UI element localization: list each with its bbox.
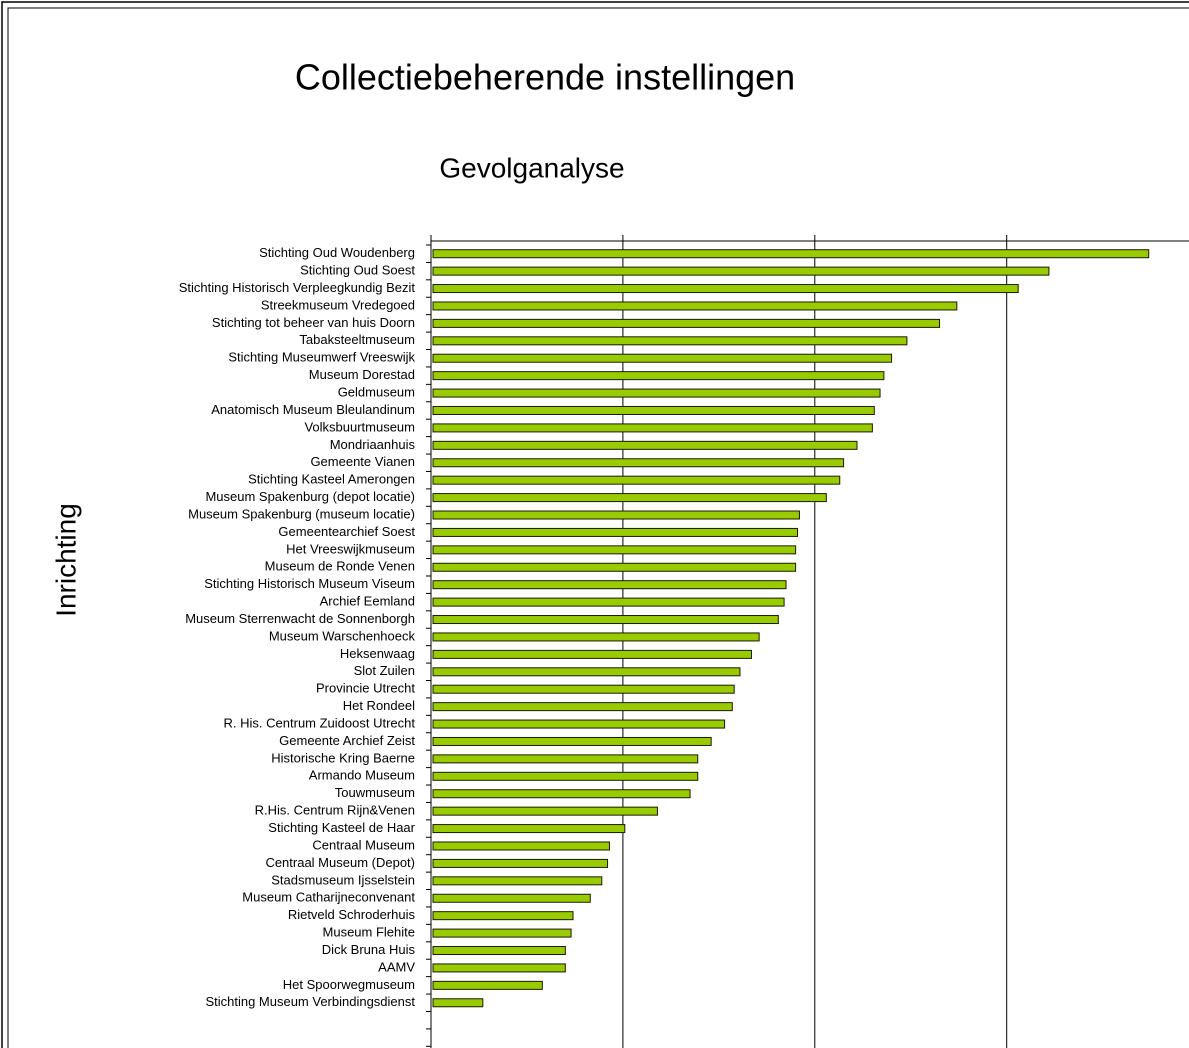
bar bbox=[432, 684, 735, 694]
y-tick-label: Museum Spakenburg (museum locatie) bbox=[188, 506, 415, 521]
y-tick-label: Touwmuseum bbox=[335, 785, 415, 800]
bar bbox=[432, 580, 787, 590]
y-tick-label: AAMV bbox=[378, 959, 415, 974]
bar bbox=[432, 510, 800, 520]
bar bbox=[432, 284, 1019, 294]
chart-title: Collectiebeherende instellingen bbox=[295, 57, 795, 98]
y-tick-label: Volksbuurtmuseum bbox=[304, 419, 415, 434]
y-tick-label: Mondriaanhuis bbox=[330, 437, 416, 452]
y-tick-label: R.His. Centrum Rijn&Venen bbox=[255, 803, 415, 818]
y-tick-label: Rietveld Schroderhuis bbox=[288, 907, 416, 922]
inner-frame bbox=[7, 7, 1189, 1048]
y-tick-label: Stichting Museum Verbindingsdienst bbox=[205, 994, 415, 1009]
bar bbox=[432, 911, 574, 921]
y-tick-label: Armando Museum bbox=[309, 768, 415, 783]
y-tick-label: Museum Spakenburg (depot locatie) bbox=[205, 489, 415, 504]
y-tick-label: Het Vreeswijkmuseum bbox=[286, 541, 415, 556]
bar bbox=[432, 615, 779, 625]
bar bbox=[432, 562, 797, 572]
bar bbox=[432, 998, 484, 1008]
bar bbox=[432, 858, 609, 868]
y-tick-label: Stichting Oud Woudenberg bbox=[259, 245, 415, 260]
bar bbox=[432, 946, 566, 956]
bar bbox=[432, 719, 726, 729]
bar bbox=[432, 318, 941, 328]
bar bbox=[432, 493, 827, 503]
bar bbox=[432, 266, 1050, 276]
bar bbox=[432, 980, 543, 990]
bar bbox=[432, 475, 841, 485]
y-tick-label: Museum Flehite bbox=[323, 925, 415, 940]
y-tick-label: Centraal Museum bbox=[312, 837, 415, 852]
bar bbox=[432, 545, 797, 555]
y-tick-label: Gemeente Vianen bbox=[310, 454, 415, 469]
y-tick-label: Het Rondeel bbox=[343, 698, 415, 713]
y-tick-label: Slot Zuilen bbox=[354, 663, 415, 678]
y-tick-label: Stichting tot beheer van huis Doorn bbox=[212, 315, 415, 330]
bar bbox=[432, 771, 699, 781]
y-tick-label: Museum de Ronde Venen bbox=[265, 559, 415, 574]
y-tick-label: Dick Bruna Huis bbox=[322, 942, 416, 957]
y-tick-label: Streekmuseum Vredegoed bbox=[261, 297, 415, 312]
bar bbox=[432, 702, 733, 712]
chart-subtitle: Gevolganalyse bbox=[439, 152, 624, 183]
y-tick-label: Stichting Oud Soest bbox=[300, 263, 415, 278]
bar bbox=[432, 841, 610, 851]
y-tick-label: Historische Kring Baerne bbox=[271, 750, 415, 765]
bar bbox=[432, 824, 626, 834]
bar bbox=[432, 736, 712, 746]
bar bbox=[432, 249, 1150, 259]
bar bbox=[432, 458, 845, 468]
y-tick-label: Museum Dorestad bbox=[309, 367, 415, 382]
bar bbox=[432, 876, 603, 886]
bar bbox=[432, 806, 658, 816]
bar bbox=[432, 388, 881, 398]
bar bbox=[432, 423, 873, 433]
bar bbox=[432, 353, 893, 363]
y-axis-label: Inrichting bbox=[50, 503, 81, 617]
bar bbox=[432, 597, 785, 607]
y-tick-label: Provincie Utrecht bbox=[316, 681, 415, 696]
y-tick-label: Stadsmuseum Ijsselstein bbox=[271, 872, 415, 887]
y-tick-label: Anatomisch Museum Bleulandinum bbox=[211, 402, 415, 417]
bar bbox=[432, 893, 591, 903]
y-tick-label: Stichting Kasteel Amerongen bbox=[248, 472, 415, 487]
y-tick-label: Stichting Museumwerf Vreeswijk bbox=[228, 350, 415, 365]
y-tick-label: R. His. Centrum Zuidoost Utrecht bbox=[224, 715, 416, 730]
bar bbox=[432, 754, 699, 764]
y-tick-label: Heksenwaag bbox=[340, 646, 415, 661]
bar bbox=[432, 632, 760, 642]
y-tick-label: Gemeentearchief Soest bbox=[278, 524, 415, 539]
y-tick-label: Gemeente Archief Zeist bbox=[279, 733, 415, 748]
bar bbox=[432, 405, 875, 415]
bar bbox=[432, 667, 741, 677]
y-tick-label: Tabaksteeltmuseum bbox=[299, 332, 415, 347]
bar bbox=[432, 336, 908, 346]
bar bbox=[432, 649, 752, 659]
y-tick-label: Archief Eemland bbox=[320, 594, 415, 609]
y-tick-label: Geldmuseum bbox=[338, 385, 415, 400]
bar bbox=[432, 301, 958, 311]
bar bbox=[432, 440, 858, 450]
bar bbox=[432, 963, 566, 973]
y-tick-label: Stichting Kasteel de Haar bbox=[268, 820, 415, 835]
y-tick-label: Stichting Historisch Verpleegkundig Bezi… bbox=[179, 280, 416, 295]
y-tick-label: Museum Sterrenwacht de Sonnenborgh bbox=[185, 611, 415, 626]
bar bbox=[432, 928, 572, 938]
y-tick-label: Centraal Museum (Depot) bbox=[265, 855, 415, 870]
y-tick-label: Museum Catharijneconvenant bbox=[242, 890, 415, 905]
bar bbox=[432, 527, 799, 537]
y-tick-label: Het Spoorwegmuseum bbox=[283, 977, 415, 992]
bar bbox=[432, 789, 691, 799]
y-tick-label: Stichting Historisch Museum Viseum bbox=[204, 576, 415, 591]
y-tick-label: Museum Warschenhoeck bbox=[269, 628, 416, 643]
bar bbox=[432, 371, 885, 381]
